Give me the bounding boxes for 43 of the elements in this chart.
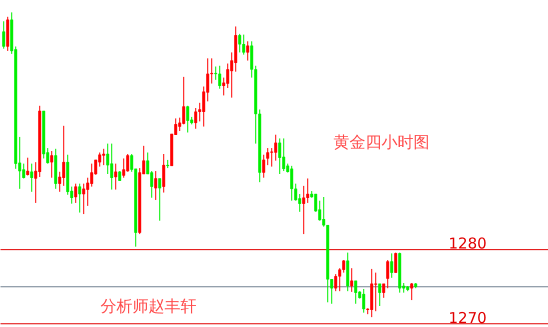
candlestick bbox=[290, 165, 294, 202]
candlestick bbox=[362, 288, 366, 314]
candlestick bbox=[350, 268, 354, 292]
candlestick bbox=[182, 76, 186, 125]
candlestick bbox=[26, 157, 30, 176]
ref-line-label: 1280 bbox=[448, 234, 487, 253]
candlestick bbox=[410, 282, 414, 301]
candlestick bbox=[30, 163, 34, 192]
candlestick bbox=[342, 260, 346, 274]
candlestick bbox=[186, 105, 190, 133]
text: 黄金四小时图 bbox=[334, 132, 430, 152]
candlestick bbox=[78, 183, 82, 214]
candlestick bbox=[50, 150, 54, 178]
candlestick bbox=[158, 178, 162, 222]
candlestick bbox=[394, 252, 398, 274]
candlestick bbox=[22, 163, 26, 179]
candlestick bbox=[90, 163, 94, 188]
candlestick bbox=[2, 20, 6, 50]
candlestick bbox=[114, 163, 118, 190]
candlestick bbox=[122, 158, 126, 178]
candlestick bbox=[386, 260, 390, 289]
candlestick bbox=[74, 183, 78, 204]
candlestick bbox=[238, 33, 242, 53]
candlestick bbox=[162, 153, 166, 194]
candlestick bbox=[102, 148, 106, 166]
candlestick bbox=[278, 138, 282, 175]
candlestick bbox=[274, 134, 278, 162]
candlestick bbox=[110, 143, 114, 190]
candlestick bbox=[374, 272, 378, 312]
candlestick bbox=[354, 280, 358, 304]
candlestick bbox=[154, 170, 158, 200]
candlestick bbox=[390, 252, 394, 278]
candlestick bbox=[306, 178, 310, 204]
candlestick bbox=[218, 65, 222, 90]
ref-line-label: 1270 bbox=[448, 308, 487, 327]
candlestick bbox=[62, 125, 66, 186]
annotation: 分析师赵丰轩 bbox=[100, 296, 196, 316]
candlestick bbox=[242, 34, 246, 56]
candlestick bbox=[118, 170, 122, 182]
candlestick bbox=[378, 283, 382, 306]
candlestick bbox=[246, 40, 250, 62]
candlestick bbox=[282, 138, 286, 172]
candlestick bbox=[126, 153, 130, 172]
